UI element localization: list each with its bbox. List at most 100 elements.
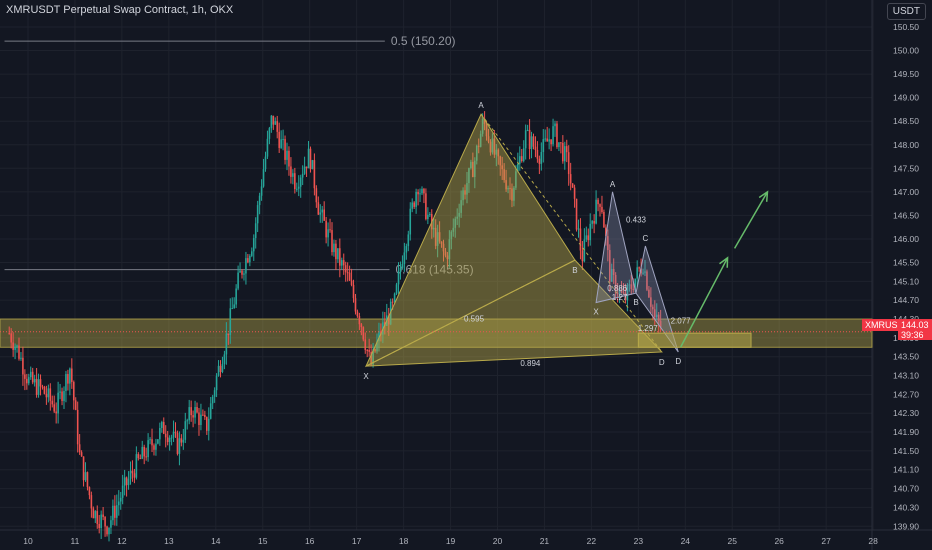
candle-body	[14, 346, 16, 350]
candle-body	[563, 146, 566, 162]
candle-body	[141, 446, 144, 459]
candle-body	[35, 378, 38, 395]
time-axis-label: 10	[23, 536, 33, 546]
candle-body	[94, 511, 97, 519]
candle-body	[489, 141, 492, 153]
price-axis-label: 150.50	[893, 22, 919, 32]
candle-body	[573, 187, 576, 199]
candle-body	[151, 439, 153, 446]
candle-body	[162, 422, 165, 434]
candle-body	[215, 375, 218, 391]
time-axis-label: 25	[728, 536, 738, 546]
candle-body	[612, 269, 615, 275]
candle-body	[591, 221, 593, 224]
candle-body	[98, 523, 101, 529]
candle-body	[254, 223, 257, 239]
candle-body	[43, 386, 46, 394]
candle-body	[153, 445, 155, 450]
ratio-label: 0.894	[520, 359, 541, 368]
candle-body	[227, 333, 230, 335]
time-axis-label: 17	[352, 536, 362, 546]
candle-body	[211, 396, 214, 404]
small-pattern-xab	[595, 191, 637, 304]
candle-body	[628, 284, 631, 286]
candle-body	[585, 235, 588, 240]
candle-body	[370, 351, 372, 365]
price-axis-label: 146.50	[893, 210, 919, 220]
candle-body	[61, 391, 63, 401]
candle-body	[644, 271, 646, 273]
candle-body	[295, 188, 298, 190]
candle-body	[112, 505, 114, 521]
candle-body	[534, 146, 537, 150]
candle-body	[560, 142, 562, 144]
candle-body	[31, 371, 34, 383]
candle-body	[519, 156, 521, 164]
price-axis-label: 148.50	[893, 116, 919, 126]
candle-body	[90, 495, 93, 509]
candle-body	[487, 136, 490, 142]
candle-body	[84, 472, 87, 481]
candle-body	[264, 156, 267, 170]
candle-body	[213, 390, 216, 397]
candle-body	[209, 403, 212, 419]
candle-body	[69, 368, 71, 384]
candle-body	[149, 439, 151, 441]
candle-body	[438, 232, 441, 242]
candle-body	[143, 446, 146, 457]
time-axis-label: 20	[493, 536, 503, 546]
candle-body	[8, 333, 11, 335]
candle-body	[20, 357, 22, 359]
candle-body	[26, 378, 28, 384]
candle-body	[172, 431, 175, 438]
candle-body	[301, 173, 304, 178]
candle-body	[76, 409, 79, 445]
candle-body	[352, 284, 355, 299]
candle-body	[429, 214, 431, 216]
candle-body	[233, 304, 235, 309]
candle-body	[571, 183, 574, 188]
price-axis-label: 149.00	[893, 93, 919, 103]
candle-body	[634, 278, 637, 290]
chart-title: XMRUSDT Perpetual Swap Contract, 1h, OKX	[6, 4, 234, 16]
candle-body	[260, 186, 263, 196]
candle-body	[180, 438, 183, 443]
candle-body	[544, 138, 547, 140]
candle-body	[653, 309, 656, 318]
price-axis-label: 142.70	[893, 389, 919, 399]
candle-body	[221, 364, 224, 373]
price-axis-label: 144.70	[893, 295, 919, 305]
currency-button[interactable]: USDT	[886, 3, 926, 20]
price-axis-label: 150.00	[893, 46, 919, 56]
candle-body	[616, 293, 619, 295]
candle-body	[129, 470, 132, 479]
candle-body	[57, 392, 59, 414]
candle-body	[374, 349, 376, 352]
candle-body	[188, 407, 190, 421]
candle-body	[421, 188, 423, 194]
candle-body	[466, 183, 468, 195]
candle-body	[415, 191, 417, 207]
candle-body	[256, 205, 259, 224]
candle-body	[503, 169, 505, 181]
candle-body	[317, 202, 320, 215]
candle-body	[243, 273, 245, 275]
candle-body	[368, 350, 370, 352]
candle-body	[219, 365, 222, 373]
candle-body	[288, 150, 290, 167]
candle-body	[333, 243, 335, 253]
candle-body	[458, 212, 460, 217]
candle-body	[29, 371, 32, 378]
candle-body	[194, 407, 196, 418]
candle-body	[427, 214, 429, 220]
candle-body	[137, 454, 140, 459]
candle-body	[204, 414, 206, 418]
candle-body	[315, 188, 318, 203]
candle-body	[411, 202, 414, 209]
price-axis-label: 140.30	[893, 502, 919, 512]
candle-body	[200, 414, 202, 426]
candle-body	[166, 437, 169, 443]
harmonic-bdx-triangle	[365, 259, 663, 367]
price-axis-label: 142.30	[893, 408, 919, 418]
